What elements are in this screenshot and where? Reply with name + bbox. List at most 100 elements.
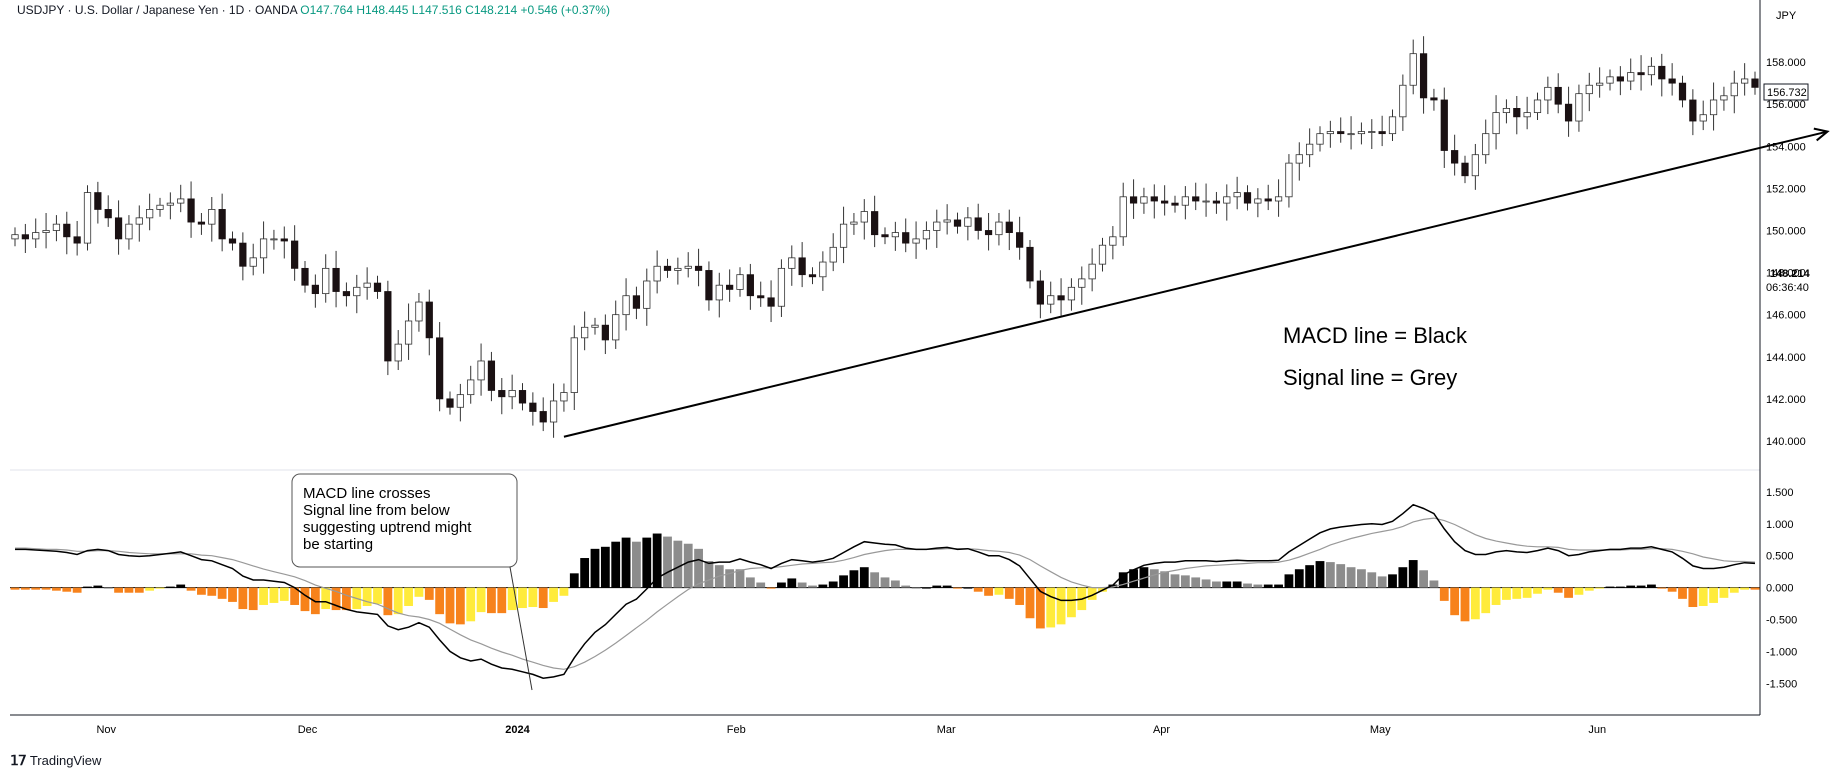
- histogram-bar: [839, 575, 848, 588]
- candle-bull: [415, 301, 423, 322]
- histogram-bar: [538, 587, 548, 609]
- histogram-bar: [859, 567, 869, 588]
- candle-bull: [1316, 133, 1324, 145]
- candle-bear: [1005, 221, 1013, 233]
- histogram-bar: [901, 585, 911, 588]
- candle-bear: [311, 284, 319, 295]
- histogram-bar: [704, 561, 714, 588]
- histogram-bar: [186, 587, 196, 591]
- histogram-bar: [1222, 581, 1232, 588]
- histogram-bar: [984, 587, 993, 596]
- candle-bull: [456, 394, 464, 408]
- histogram-bar: [1502, 587, 1511, 600]
- candle-bull: [166, 202, 174, 206]
- candle-bear: [1564, 103, 1573, 122]
- histogram-bar: [1367, 572, 1377, 588]
- histogram-bar: [1191, 577, 1201, 588]
- candle-bull: [42, 230, 50, 233]
- histogram-bar: [569, 573, 579, 588]
- histogram-bar: [321, 587, 331, 610]
- candle-bull: [270, 238, 278, 241]
- candle-bear: [1440, 99, 1448, 151]
- candle-bear: [291, 240, 299, 269]
- candle-bear: [342, 291, 351, 297]
- histogram-bar: [1046, 587, 1056, 628]
- histogram-bar: [797, 582, 807, 588]
- histogram-bar: [600, 546, 610, 588]
- candle-bull: [819, 261, 827, 278]
- histogram-bar: [155, 587, 165, 589]
- ohlc-low: L147.516: [411, 3, 462, 17]
- candle-bear: [1378, 131, 1386, 135]
- candle-bull: [891, 232, 899, 238]
- histogram-bar: [1149, 569, 1159, 588]
- candle-bear: [487, 360, 496, 391]
- histogram-bar: [766, 587, 776, 589]
- candle-bear: [384, 291, 392, 362]
- candle-bull: [1368, 131, 1376, 133]
- candle-bull: [1627, 72, 1635, 82]
- candle-bear: [1243, 192, 1252, 204]
- signal-line-note: Signal line = Grey: [1283, 365, 1457, 390]
- histogram-bar: [259, 587, 268, 605]
- candle-bear: [218, 209, 226, 240]
- candle-bull: [1306, 143, 1314, 156]
- footer-branding[interactable]: 𝟣𝟩 TradingView: [10, 752, 101, 769]
- macd-tick-label: 1.500: [1766, 487, 1794, 499]
- candle-bull: [1233, 192, 1241, 198]
- price-axis-labels: 140.000 142.000 144.000 146.000 148.000 150.0…: [1766, 57, 1806, 690]
- candle-bull: [1585, 84, 1593, 95]
- candle-bear: [1057, 295, 1065, 301]
- histogram-bar: [279, 587, 289, 601]
- candle-bull: [32, 232, 40, 240]
- histogram-bar: [1657, 587, 1667, 589]
- histogram-bar: [93, 585, 103, 588]
- candle-bear: [1129, 196, 1138, 204]
- candle-bear: [373, 282, 382, 292]
- histogram-bar: [1460, 587, 1470, 622]
- candle-bear: [498, 390, 506, 398]
- macd-line: [15, 503, 1756, 679]
- candle-bull: [912, 238, 920, 244]
- candle-bull: [1720, 95, 1728, 101]
- histogram-bar: [455, 587, 465, 625]
- timeframe: 1D: [228, 3, 245, 17]
- histogram-bar: [1481, 587, 1491, 614]
- candle-bear: [1337, 131, 1345, 135]
- price-tick-label: 154.000: [1766, 141, 1806, 153]
- candle-bull: [850, 221, 858, 225]
- candle-bear: [663, 265, 672, 271]
- histogram-bar: [1615, 586, 1625, 588]
- histogram-bar: [1212, 581, 1221, 588]
- histogram-bar: [652, 533, 662, 588]
- candle-bull: [52, 223, 61, 231]
- candle-bear: [21, 234, 29, 240]
- candle-series: [11, 36, 1759, 438]
- histogram-bar: [217, 587, 227, 599]
- histogram-bar: [642, 537, 652, 588]
- candle-bull: [964, 217, 972, 227]
- histogram-bar: [1263, 584, 1273, 588]
- candle-bear: [63, 223, 71, 238]
- candle-bear: [694, 265, 703, 271]
- time-axis-labels: Nov Dec 2024 Feb Mar Apr May Jun: [96, 724, 1606, 736]
- time-tick-label: 2024: [505, 724, 530, 736]
- candle-bear: [228, 238, 237, 244]
- candle-bull: [11, 234, 19, 240]
- histogram-bar: [994, 587, 1004, 595]
- candle-bull: [1596, 82, 1604, 86]
- histogram-bar: [1325, 562, 1335, 588]
- histogram-bar: [559, 587, 569, 596]
- histogram-bar: [590, 548, 600, 588]
- macd-tick-label: -1.000: [1766, 646, 1797, 658]
- callout-line-3: suggesting uptrend might: [303, 519, 472, 536]
- candle-bull: [1047, 295, 1055, 305]
- histogram-bar: [1470, 587, 1480, 620]
- histogram-bar: [1667, 587, 1677, 592]
- price-tick-label: 144.000: [1766, 352, 1806, 364]
- candle-bull: [1088, 263, 1096, 280]
- histogram-bar: [1129, 569, 1138, 588]
- candle-bear: [1668, 78, 1676, 84]
- histogram-bar: [632, 541, 641, 588]
- candle-bull: [1274, 196, 1283, 202]
